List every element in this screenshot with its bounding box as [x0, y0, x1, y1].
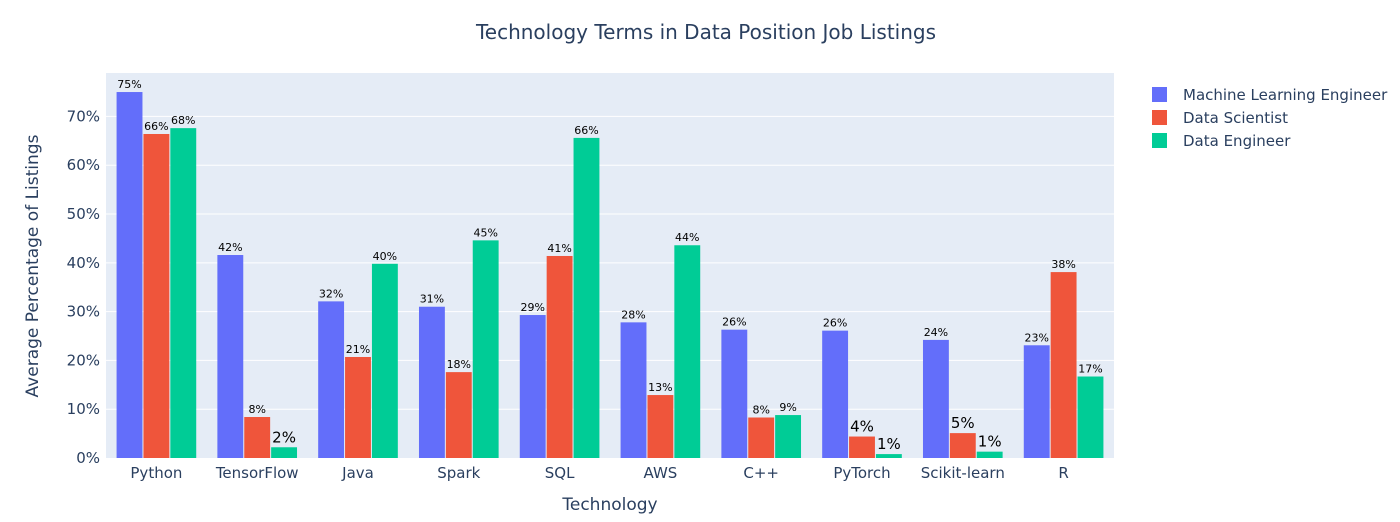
- bar-value-label: 2%: [272, 428, 296, 446]
- bar-value-label: 5%: [951, 414, 975, 432]
- bar[interactable]: [546, 255, 573, 458]
- x-tick-label: Spark: [437, 464, 480, 482]
- y-tick-label: 60%: [67, 156, 100, 174]
- bar-value-label: 75%: [117, 78, 141, 91]
- y-tick-label: 30%: [67, 303, 100, 321]
- legend-item[interactable]: Data Scientist: [1152, 109, 1288, 127]
- x-tick-label: Java: [341, 464, 374, 482]
- bar-value-label: 40%: [373, 250, 397, 263]
- x-tick-label: SQL: [545, 464, 575, 482]
- bar-value-label: 23%: [1024, 331, 1048, 344]
- bar-value-label: 9%: [779, 401, 796, 414]
- chart-title: Technology Terms in Data Position Job Li…: [475, 20, 936, 44]
- legend-label: Machine Learning Engineer: [1183, 86, 1388, 104]
- bar[interactable]: [116, 92, 143, 458]
- y-tick-label: 70%: [67, 107, 100, 125]
- bar[interactable]: [418, 306, 445, 458]
- y-tick-label: 10%: [67, 400, 100, 418]
- bar-value-label: 8%: [248, 403, 265, 416]
- y-tick-label: 40%: [67, 254, 100, 272]
- y-tick-label: 0%: [76, 449, 100, 467]
- bar[interactable]: [849, 436, 875, 458]
- bar-value-label: 31%: [420, 293, 444, 306]
- gridlines: [106, 115, 1114, 410]
- bar[interactable]: [445, 372, 472, 458]
- x-tick-label: Python: [130, 464, 182, 482]
- bar[interactable]: [345, 356, 371, 458]
- x-tick-label: C++: [743, 464, 779, 482]
- bar[interactable]: [748, 417, 775, 458]
- bar[interactable]: [271, 447, 298, 458]
- bar-value-label: 32%: [319, 287, 343, 300]
- bar-value-label: 26%: [823, 317, 847, 330]
- bar[interactable]: [472, 240, 499, 458]
- x-tick-label: AWS: [644, 464, 678, 482]
- bar-value-label: 38%: [1051, 258, 1075, 271]
- legend-swatch: [1152, 87, 1167, 102]
- x-tick-label: PyTorch: [833, 464, 890, 482]
- bar[interactable]: [721, 329, 748, 458]
- bar[interactable]: [318, 301, 345, 458]
- bar-value-label: 66%: [574, 124, 598, 137]
- bar[interactable]: [143, 133, 170, 458]
- bar-value-label: 26%: [722, 316, 746, 329]
- bar-value-label: 66%: [144, 120, 168, 133]
- bar-value-label: 29%: [520, 301, 544, 314]
- legend[interactable]: Machine Learning Engineer Data Scientist D…: [1152, 86, 1388, 150]
- legend-label: Data Scientist: [1183, 109, 1288, 127]
- y-axis-title: Average Percentage of Listings: [23, 134, 43, 397]
- bar[interactable]: [775, 415, 802, 458]
- bar-value-label: 24%: [924, 326, 948, 339]
- y-axis-ticks: 0% 10% 20% 30% 40% 50% 60% 70%: [67, 107, 100, 467]
- bar[interactable]: [822, 330, 849, 458]
- bar[interactable]: [1023, 345, 1050, 458]
- bar-value-label: 44%: [675, 231, 699, 244]
- x-tick-label: Scikit-learn: [921, 464, 1005, 482]
- y-tick-label: 50%: [67, 205, 100, 223]
- bar-value-label: 17%: [1078, 363, 1102, 376]
- bar-value-label: 4%: [850, 418, 874, 436]
- x-tick-label: R: [1058, 464, 1068, 482]
- bar[interactable]: [976, 451, 1003, 458]
- x-axis-title: Technology: [561, 495, 657, 515]
- bar[interactable]: [244, 417, 271, 458]
- bar[interactable]: [519, 315, 546, 458]
- bar-value-label: 1%: [877, 435, 901, 453]
- bar-labels: 75%66% 68%42%8%2%32%21%40%31%18%45%29%41%…: [117, 78, 1102, 453]
- bar[interactable]: [620, 322, 647, 458]
- bar[interactable]: [1050, 272, 1077, 458]
- legend-item[interactable]: Machine Learning Engineer: [1152, 86, 1388, 104]
- bars: [116, 92, 1104, 459]
- bar[interactable]: [647, 395, 674, 458]
- bar[interactable]: [573, 137, 600, 458]
- bar[interactable]: [170, 128, 197, 459]
- bar[interactable]: [674, 245, 701, 458]
- bar[interactable]: [875, 454, 902, 458]
- bar-value-label: 21%: [346, 343, 370, 356]
- bar-value-label: 18%: [447, 358, 471, 371]
- bar-value-label: 68%: [171, 114, 195, 127]
- bar[interactable]: [949, 433, 976, 458]
- bar-value-label: 42%: [218, 241, 242, 254]
- bar-value-label: 41%: [547, 242, 571, 255]
- bar-value-label: 28%: [621, 308, 645, 321]
- bar[interactable]: [1077, 376, 1104, 458]
- bar-value-label: 45%: [473, 226, 497, 239]
- plot-background: [106, 73, 1114, 458]
- bar-value-label: 13%: [648, 381, 672, 394]
- legend-label: Data Engineer: [1183, 132, 1291, 150]
- bar-value-label: 1%: [978, 433, 1002, 451]
- legend-item[interactable]: Data Engineer: [1152, 132, 1291, 150]
- x-tick-label: TensorFlow: [215, 464, 299, 482]
- bar-value-label: 8%: [752, 403, 769, 416]
- legend-swatch: [1152, 110, 1167, 125]
- y-tick-label: 20%: [67, 351, 100, 369]
- bar[interactable]: [371, 263, 398, 458]
- bar[interactable]: [217, 255, 244, 458]
- bar[interactable]: [922, 339, 949, 458]
- x-axis-ticks: Python TensorFlow Java Spark SQL AWS C++ PyTorc…: [130, 464, 1068, 482]
- legend-swatch: [1152, 133, 1167, 148]
